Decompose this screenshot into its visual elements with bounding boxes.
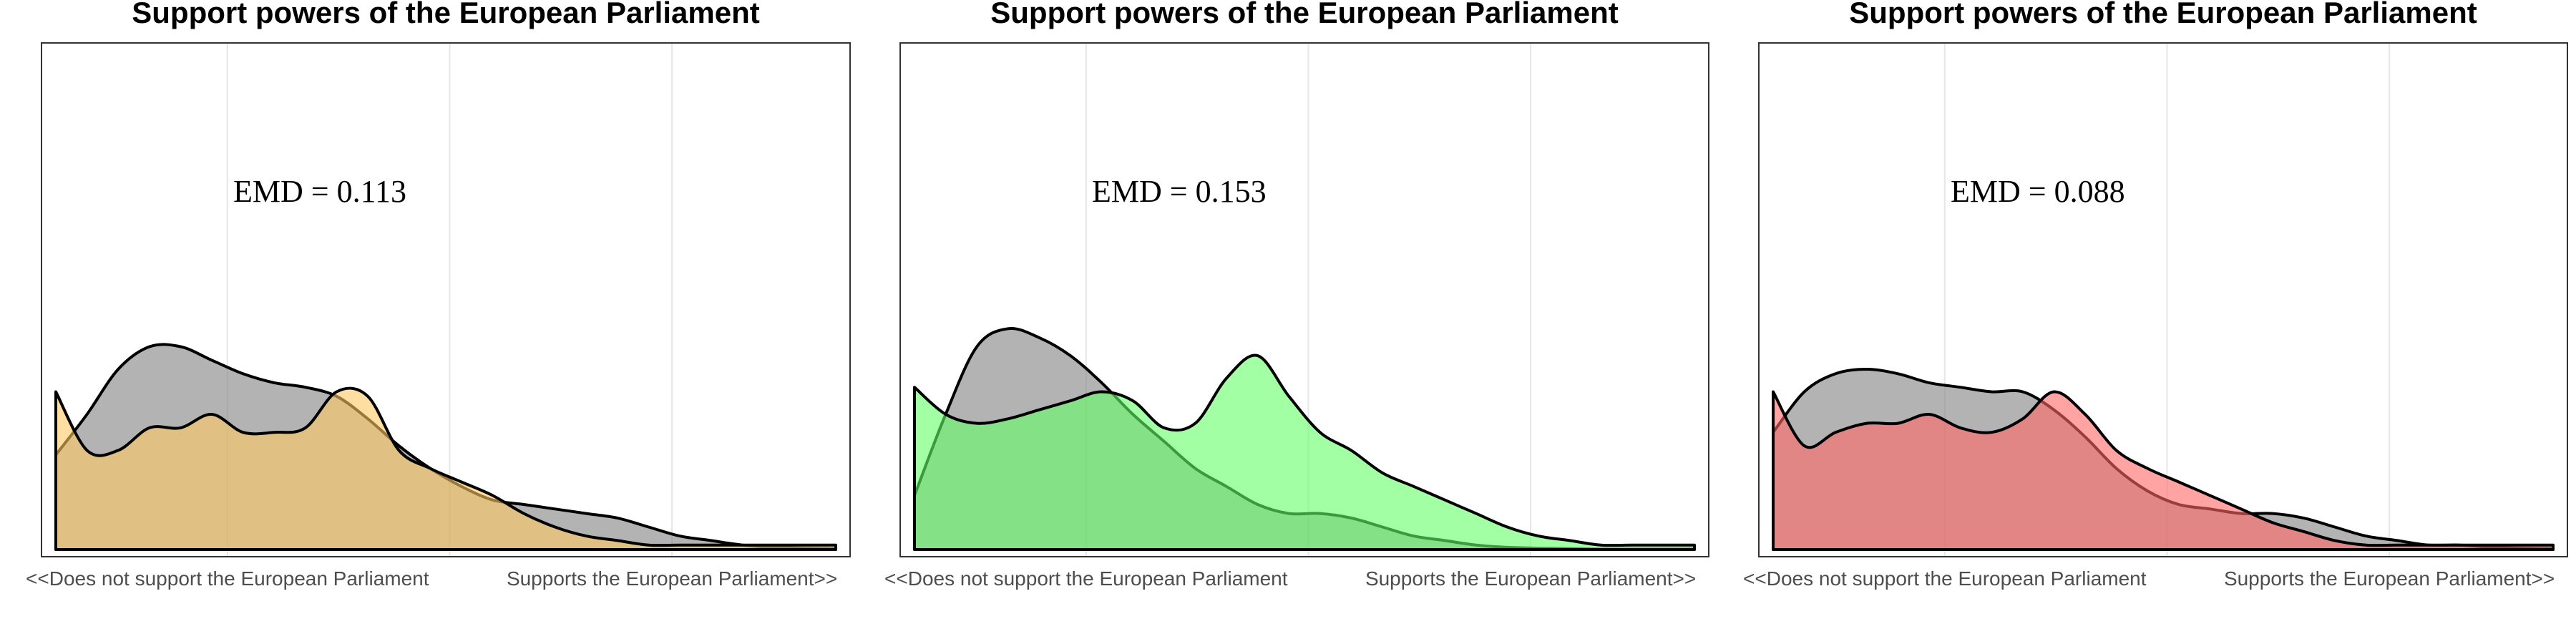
x-tick-label: <<Does not support the European Parliame… [1743, 567, 2147, 590]
density-area-comparison [913, 353, 1696, 551]
x-tick-label: <<Does not support the European Parliame… [26, 567, 429, 590]
x-tick-label: Supports the European Parliament>> [2224, 567, 2555, 590]
density-area-comparison [54, 386, 837, 551]
x-tick-label: <<Does not support the European Parliame… [884, 567, 1288, 590]
chart-panel: Support powers of the European Parliamen… [1743, 0, 2568, 590]
panel-title: Support powers of the European Parliamen… [1849, 0, 2477, 29]
emd-annotation: EMD = 0.153 [1092, 174, 1267, 209]
plot-frame [41, 42, 851, 557]
plot-frame [1758, 42, 2568, 557]
x-tick-label: Supports the European Parliament>> [507, 567, 837, 590]
density-area-comparison [1772, 390, 2555, 551]
panel-title: Support powers of the European Parliamen… [990, 0, 1618, 29]
emd-annotation: EMD = 0.088 [1951, 174, 2125, 209]
panel-title: Support powers of the European Parliamen… [132, 0, 759, 29]
chart-panel: Support powers of the European Parliamen… [26, 0, 851, 590]
emd-annotation: EMD = 0.113 [233, 174, 406, 209]
chart-panel: Support powers of the European Parliamen… [884, 0, 1709, 590]
plot-frame [899, 42, 1709, 557]
x-tick-label: Supports the European Parliament>> [1365, 567, 1696, 590]
